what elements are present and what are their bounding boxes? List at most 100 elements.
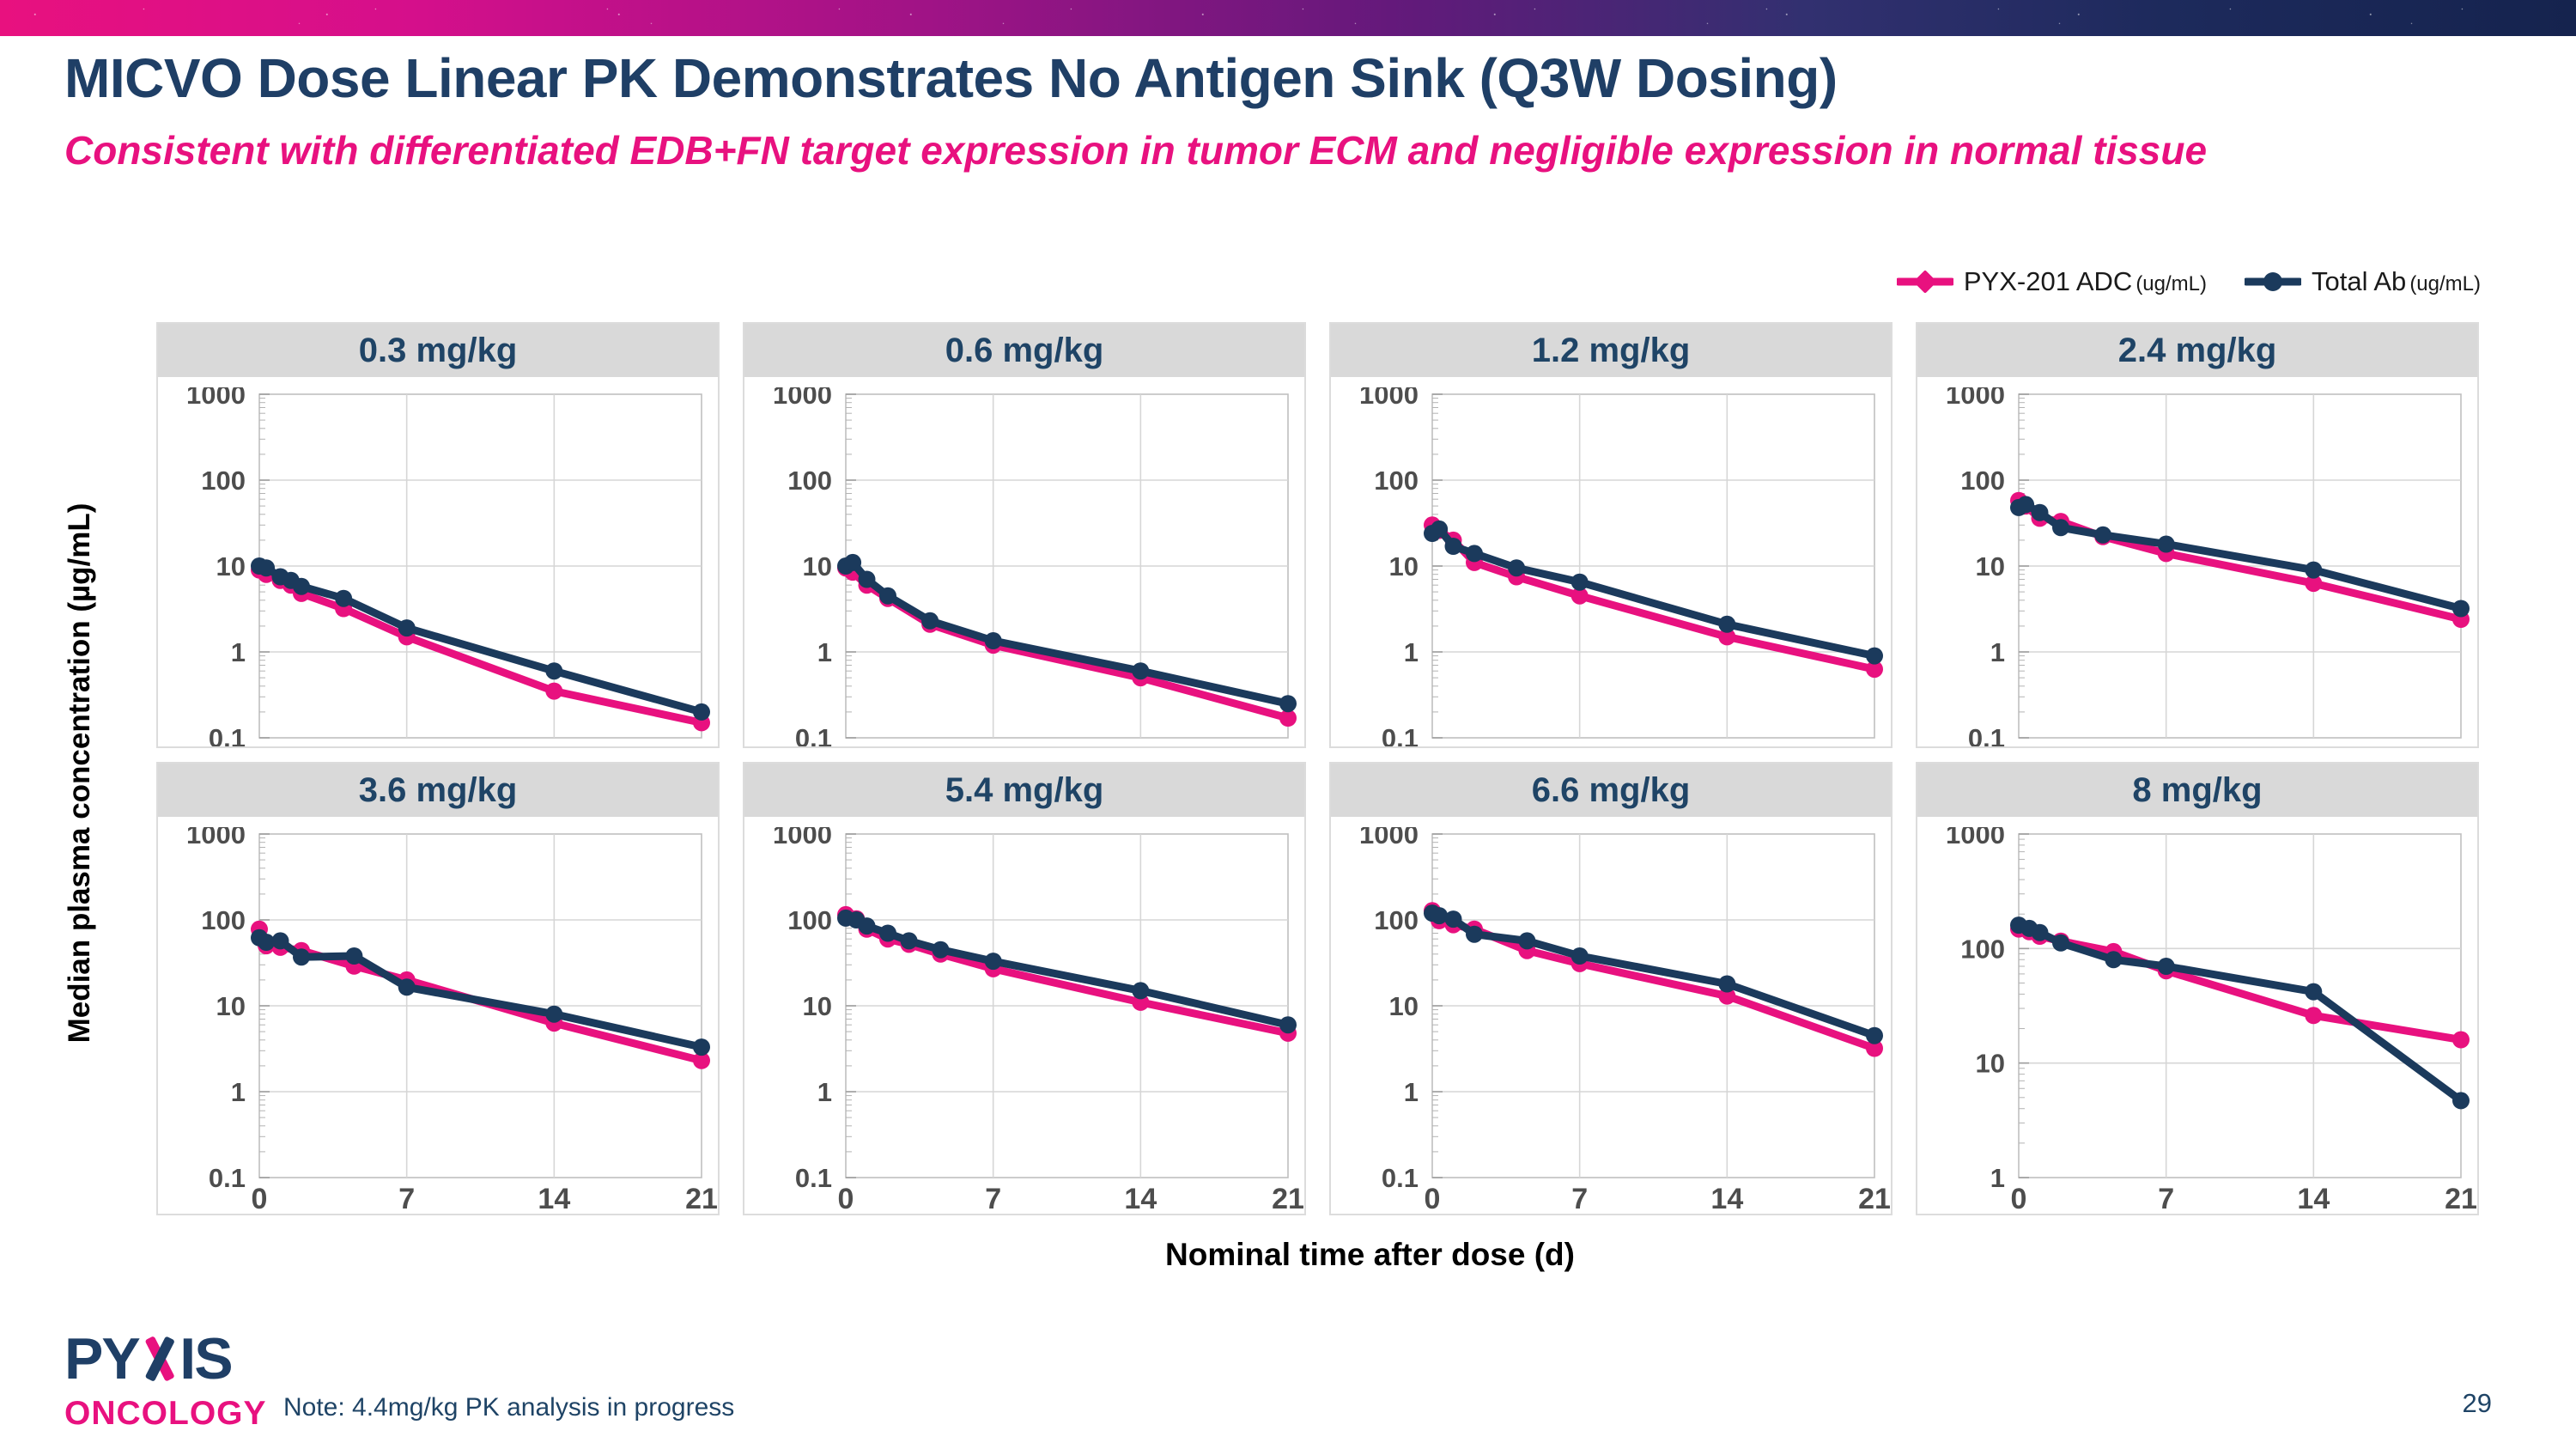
chart-panel-title: 5.4 mg/kg: [744, 764, 1304, 817]
chart-panel: 1.2 mg/kg 1000 100 10 1 0.1: [1329, 322, 1893, 748]
svg-text:0.1: 0.1: [1382, 723, 1419, 746]
chart-panel: 0.6 mg/kg 1000 100 10 1 0.1: [743, 322, 1306, 748]
svg-text:7: 7: [398, 1183, 415, 1214]
svg-text:1: 1: [1404, 1077, 1419, 1107]
page-number: 29: [2462, 1388, 2492, 1418]
x-axis-label: Nominal time after dose (d): [1165, 1237, 1575, 1272]
logo-x-icon: [141, 1336, 179, 1382]
svg-text:10: 10: [1976, 1049, 2005, 1079]
svg-text:100: 100: [787, 466, 832, 496]
svg-text:1: 1: [231, 637, 246, 667]
svg-text:1000: 1000: [1946, 827, 2005, 849]
chart-panel-title: 3.6 mg/kg: [158, 764, 718, 817]
legend-label: PYX-201 ADC (ug/mL): [1963, 266, 2207, 296]
svg-text:0: 0: [252, 1183, 268, 1214]
svg-text:1: 1: [231, 1077, 246, 1107]
top-gradient-banner: [0, 0, 2576, 36]
chart-panel: 6.6 mg/kg 1000 100 10 1 0.1 0 7 14 21: [1329, 762, 1893, 1215]
svg-text:10: 10: [1389, 991, 1419, 1021]
svg-text:21: 21: [1858, 1183, 1891, 1214]
svg-text:100: 100: [201, 905, 246, 935]
svg-text:21: 21: [2445, 1183, 2477, 1214]
svg-text:14: 14: [1124, 1183, 1157, 1214]
chart-plot: 1000 100 10 1 0.10 7 14 21: [1359, 827, 1891, 1214]
pyxis-oncology-logo: PY IS ONCOLOGY: [64, 1330, 267, 1433]
chart-panel-title: 8 mg/kg: [1917, 764, 2477, 817]
svg-text:0.1: 0.1: [795, 723, 832, 746]
svg-text:1000: 1000: [773, 827, 832, 849]
svg-text:1000: 1000: [1359, 387, 1419, 410]
chart-plot: 1000 100 10 1 0.10 7 14 21: [773, 827, 1304, 1214]
logo-oncology: ONCOLOGY: [64, 1395, 267, 1432]
chart-panel: 5.4 mg/kg 1000 100 10 1 0.1 0 7 14 21: [743, 762, 1306, 1215]
svg-text:14: 14: [538, 1183, 570, 1214]
chart-panel: 8 mg/kg 1000 100 10 1 0 7 14 21: [1916, 762, 2479, 1215]
svg-text:0: 0: [838, 1183, 854, 1214]
svg-text:7: 7: [2158, 1183, 2174, 1214]
chart-panel-title: 6.6 mg/kg: [1331, 764, 1891, 817]
svg-text:10: 10: [1976, 551, 2005, 581]
svg-text:14: 14: [1710, 1183, 1743, 1214]
legend-item: PYX-201 ADC (ug/mL): [1896, 266, 2207, 297]
svg-text:10: 10: [216, 551, 246, 581]
svg-text:100: 100: [787, 905, 832, 935]
chart-plot: 1000 100 10 1 0.1: [1946, 387, 2470, 746]
svg-text:0.1: 0.1: [209, 723, 246, 746]
svg-text:0: 0: [2011, 1183, 2027, 1214]
svg-text:100: 100: [1960, 466, 2005, 496]
svg-text:21: 21: [1272, 1183, 1304, 1214]
svg-text:10: 10: [803, 551, 832, 581]
svg-text:1: 1: [1404, 637, 1419, 667]
footnote: Note: 4.4mg/kg PK analysis in progress: [283, 1393, 735, 1422]
svg-text:1000: 1000: [773, 387, 832, 410]
chart-plot: 1000 100 10 1 0.1: [773, 387, 1297, 746]
chart-plot: 1000 100 10 1 0.10 7 14 21: [186, 827, 718, 1214]
svg-text:21: 21: [685, 1183, 718, 1214]
svg-text:0.1: 0.1: [795, 1163, 832, 1193]
chart-panel-title: 1.2 mg/kg: [1331, 324, 1891, 377]
chart-plot: 1000 100 10 1 0.1: [1359, 387, 1883, 746]
svg-text:100: 100: [1960, 934, 2005, 964]
charts-grid: 0.3 mg/kg 1000 100 10 1 0.1 0.6 mg/kg 1000 100 10…: [156, 322, 2479, 1215]
svg-text:1000: 1000: [186, 827, 246, 849]
chart-plot: 1000 100 10 10 7 14 21: [1946, 827, 2477, 1214]
svg-text:100: 100: [201, 466, 246, 496]
svg-text:1000: 1000: [186, 387, 246, 410]
svg-text:7: 7: [985, 1183, 1001, 1214]
svg-text:100: 100: [1374, 905, 1419, 935]
legend-item: Total Ab (ug/mL): [2245, 266, 2481, 297]
chart-panel: 0.3 mg/kg 1000 100 10 1 0.1: [156, 322, 720, 748]
logo-wordmark: PY IS: [64, 1330, 267, 1388]
svg-text:0.1: 0.1: [209, 1163, 246, 1193]
svg-text:1: 1: [1990, 637, 2005, 667]
svg-text:1: 1: [817, 637, 832, 667]
diamond-marker-icon: [1896, 271, 1953, 293]
chart-panel-title: 2.4 mg/kg: [1917, 324, 2477, 377]
svg-text:1: 1: [1990, 1163, 2005, 1193]
legend-unit: (ug/mL): [2136, 272, 2207, 295]
logo-text-py: PY: [64, 1326, 141, 1391]
legend-unit: (ug/mL): [2409, 272, 2481, 295]
chart-plot: 1000 100 10 1 0.1: [186, 387, 710, 746]
chart-panel-title: 0.6 mg/kg: [744, 324, 1304, 377]
svg-text:0.1: 0.1: [1382, 1163, 1419, 1193]
page-title: MICVO Dose Linear PK Demonstrates No Ant…: [64, 47, 1838, 109]
svg-text:10: 10: [1389, 551, 1419, 581]
y-axis-label: Median plasma concentration (µg/mL): [63, 502, 96, 1044]
svg-text:100: 100: [1374, 466, 1419, 496]
svg-text:1000: 1000: [1946, 387, 2005, 410]
legend-label: Total Ab (ug/mL): [2312, 266, 2481, 296]
svg-text:0.1: 0.1: [1968, 723, 2005, 746]
svg-text:0: 0: [1425, 1183, 1441, 1214]
chart-panel: 2.4 mg/kg 1000 100 10 1 0.1: [1916, 322, 2479, 748]
legend: PYX-201 ADC (ug/mL) Total Ab (ug/mL): [1896, 266, 2481, 297]
svg-text:1: 1: [817, 1077, 832, 1107]
chart-panel-title: 0.3 mg/kg: [158, 324, 718, 377]
svg-text:1000: 1000: [1359, 827, 1419, 849]
page-subtitle: Consistent with differentiated EDB+FN ta…: [64, 128, 2208, 173]
svg-text:10: 10: [216, 991, 246, 1021]
chart-panel: 3.6 mg/kg 1000 100 10 1 0.1 0 7 14 21: [156, 762, 720, 1215]
svg-text:7: 7: [1571, 1183, 1588, 1214]
logo-text-is: IS: [179, 1326, 233, 1391]
svg-text:10: 10: [803, 991, 832, 1021]
